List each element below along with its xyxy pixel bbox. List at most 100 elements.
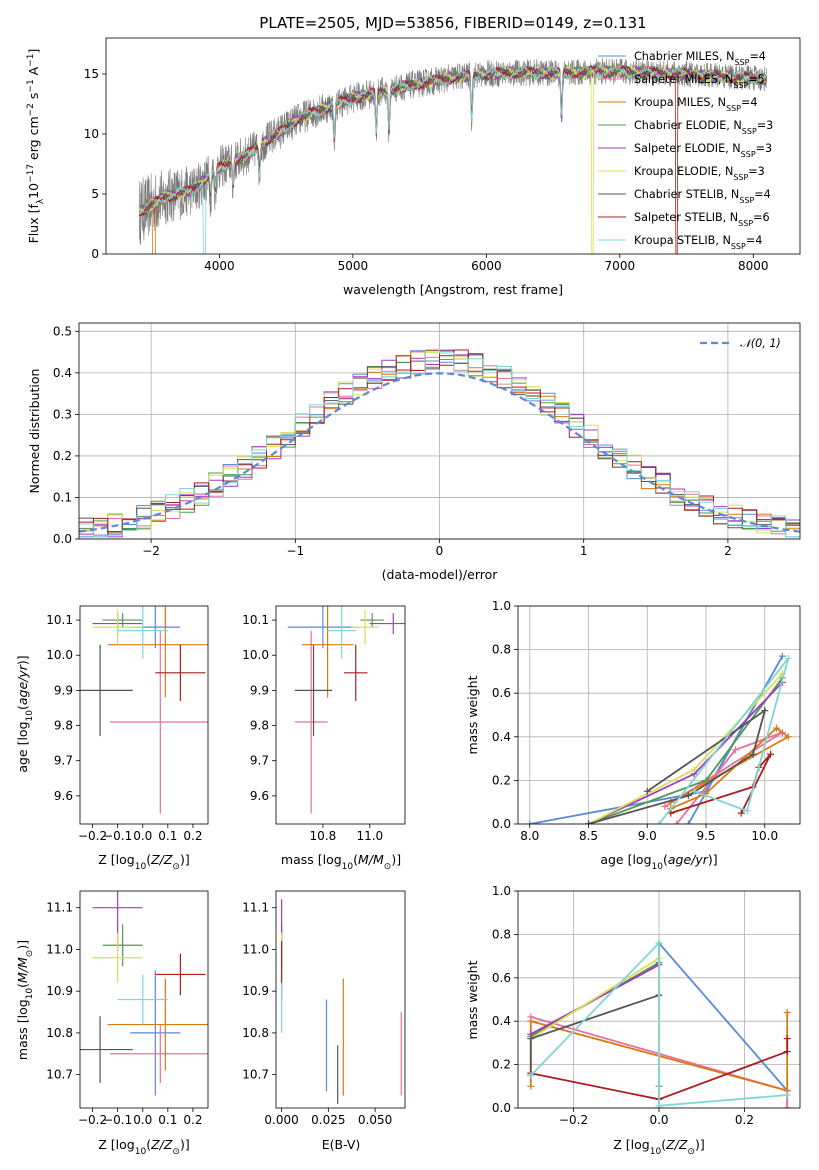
mass-weight-line [664, 731, 783, 824]
legend-label: Chabrier STELIB, NSSP=4 [634, 188, 771, 205]
y-tick-label: 0.4 [492, 730, 511, 744]
mass-weight-marker [690, 766, 698, 773]
x-tick-label: 0.1 [158, 829, 177, 843]
plot-area [80, 606, 208, 814]
x-tick-label: 4000 [204, 259, 235, 273]
x-tick-label: 0.000 [264, 1113, 298, 1127]
y-tick-label: 10.8 [242, 1026, 269, 1040]
mass-weight-marker [527, 1071, 535, 1079]
x-tick-label: 11.0 [356, 829, 383, 843]
x-tick-label: 0.2 [183, 829, 202, 843]
y-tick-label: 1.0 [492, 884, 511, 898]
x-axis-label: E(B-V) [322, 1137, 361, 1152]
axes-frame [275, 605, 406, 825]
x-tick-label: 8.0 [520, 829, 539, 843]
plot-area [526, 652, 792, 824]
y-tick-label: 9.7 [54, 754, 73, 768]
mass-weight-marker [684, 820, 692, 824]
axes-frame [79, 605, 209, 825]
x-tick-label: 7000 [605, 259, 636, 273]
x-tick-label: 1 [580, 544, 588, 558]
x-tick-label: −2 [142, 544, 160, 558]
x-tick-label: 0 [436, 544, 444, 558]
x-axis-label: wavelength [Angstrom, rest frame] [343, 282, 563, 297]
mass-weight-marker [784, 733, 792, 741]
x-axis-label: (data-model)/error [382, 567, 499, 582]
y-tick-label: 9.7 [250, 754, 269, 768]
x-tick-label: 9.0 [638, 829, 657, 843]
age-vs-mass-panel: 10.8 11.0 9.6 9.7 9.8 9.9 10.0 10.1 [242, 605, 406, 843]
residual-histogram-step [79, 349, 800, 538]
y-tick-label: 10.1 [46, 613, 73, 627]
mass-weight-marker [773, 724, 780, 732]
y-axis-label: mass [log10(M/M⊙)] [15, 940, 35, 1060]
x-tick-label: 9.5 [696, 829, 715, 843]
x-tick-label: −0.1 [103, 829, 132, 843]
x-tick-label: −0.1 [103, 1113, 132, 1127]
legend-label: 𝒩(0, 1) [740, 337, 781, 350]
y-tick-label: 11.0 [242, 942, 269, 956]
mass-weight-marker [702, 776, 710, 784]
mass-weight-line [530, 940, 788, 1107]
mass-weight-marker [690, 787, 698, 795]
plot-area [80, 891, 208, 1096]
y-tick-label: 0.4 [53, 366, 72, 380]
y-tick-label: 0.1 [53, 490, 72, 504]
chart-title: PLATE=2505, MJD=53856, FIBERID=0149, z=0… [259, 14, 646, 32]
legend-label: Chabrier MILES, NSSP=4 [634, 50, 766, 67]
y-tick-label: 0.6 [492, 686, 511, 700]
y-tick-label: 10.7 [242, 1068, 269, 1082]
y-tick-label: 9.6 [54, 789, 73, 803]
legend-label: Salpeter STELIB, NSSP=6 [634, 211, 770, 228]
y-tick-label: 11.1 [46, 901, 73, 915]
mass-weight-marker [673, 820, 681, 824]
axes-frame [105, 37, 801, 255]
y-tick-label: 10 [84, 127, 99, 141]
mass-vs-metallicity-panel: −0.2−0.1 0.0 0.1 0.2 10.7 10.8 10.9 11.0 11.1 [46, 890, 209, 1127]
y-tick-label: 10.0 [46, 648, 73, 662]
x-tick-label: 8000 [738, 259, 769, 273]
x-tick-label: 2 [724, 544, 732, 558]
x-axis-label: Z [log10(Z/Z⊙)] [98, 1137, 189, 1157]
mass-weight-marker [661, 803, 669, 811]
y-tick-label: 10.1 [242, 613, 269, 627]
mass-weight-marker [743, 807, 751, 815]
mass-weight-marker [643, 787, 651, 795]
x-axis-label: mass [log10(M/M⊙)] [281, 852, 401, 872]
mass-weight-marker [783, 1091, 791, 1099]
y-tick-label: 10.9 [46, 984, 73, 998]
y-tick-label: 10.7 [46, 1068, 73, 1082]
x-tick-label: 10.8 [310, 829, 337, 843]
y-tick-label: 0.6 [492, 971, 511, 985]
y-tick-label: 0.0 [492, 817, 511, 831]
y-axis-label: mass weight [465, 960, 480, 1039]
x-tick-label: 0.2 [735, 1113, 754, 1127]
axes-frame [79, 890, 209, 1109]
legend-label: Chabrier ELODIE, NSSP=3 [634, 119, 773, 136]
x-tick-label: 6000 [471, 259, 502, 273]
y-tick-label: 9.9 [250, 683, 269, 697]
mass-weight-marker [749, 750, 757, 758]
mass-weight-line [658, 940, 789, 1108]
y-tick-label: 9.6 [250, 789, 269, 803]
x-tick-label: 0.0 [133, 829, 152, 843]
y-tick-label: 0.0 [492, 1101, 511, 1115]
mass-weight-marker [737, 809, 745, 817]
age-vs-metallicity-panel: −0.2−0.1 0.0 0.1 0.2 9.6 9.7 9.8 9.9 10.0 10.1 [46, 605, 209, 843]
y-tick-label: 0.5 [53, 324, 72, 338]
y-tick-label: 0.8 [492, 927, 511, 941]
mass-weight-marker [527, 1035, 535, 1043]
mass-weight-line [530, 1038, 789, 1101]
mass-weight-marker [761, 707, 769, 715]
x-tick-label: 0.050 [358, 1113, 392, 1127]
legend-label: Kroupa ELODIE, NSSP=3 [634, 165, 765, 182]
plot-area [79, 349, 800, 538]
y-tick-label: 1.0 [492, 599, 511, 613]
mass-weight-marker [767, 750, 775, 758]
mass-weight-marker [655, 1102, 663, 1108]
y-tick-label: 11.1 [242, 901, 269, 915]
x-tick-label: 5000 [338, 259, 369, 273]
mass-weight-marker [684, 792, 692, 800]
x-tick-label: 0.0 [133, 1113, 152, 1127]
